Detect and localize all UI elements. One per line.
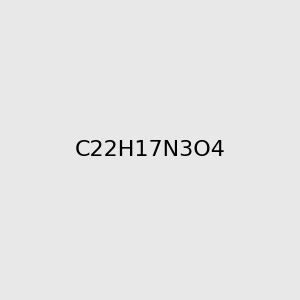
Text: C22H17N3O4: C22H17N3O4	[75, 140, 225, 160]
